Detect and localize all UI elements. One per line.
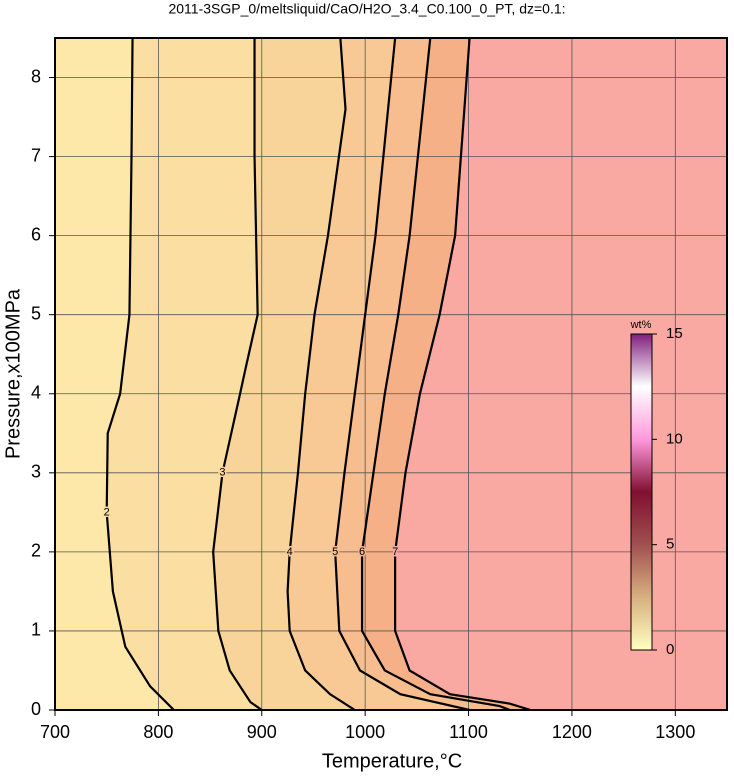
y-axis-label: Pressure,x100MPa (2, 288, 24, 459)
x-tick-label: 800 (143, 722, 173, 742)
colorbar (630, 333, 653, 651)
colorbar-tick-label: 0 (666, 641, 674, 658)
contour-label: 2 (104, 506, 110, 518)
contour-fills (55, 38, 727, 710)
y-tick-label: 1 (31, 620, 41, 640)
y-tick-label: 6 (31, 224, 41, 244)
axes: 700 800 900 1000 1100 1200 1300 0 1 2 3 4 5 6 7 8 (31, 66, 695, 741)
contour-line (360, 38, 511, 710)
contour-line (286, 38, 356, 710)
colorbar-tick-label: 10 (666, 430, 683, 447)
x-tick-label: 1100 (449, 722, 488, 742)
colorbar-tick-label: 15 (666, 325, 683, 342)
contour-label: 3 (219, 467, 225, 479)
colorbar-label: wt% (630, 319, 652, 331)
contour-line (105, 38, 175, 710)
colorbar-tick-label: 5 (666, 536, 674, 553)
y-tick-label: 0 (31, 699, 41, 719)
x-tick-label: 1300 (655, 722, 695, 742)
chart-title: 2011-3SGP_0/meltsliquid/CaO/H2O_3.4_C0.1… (168, 1, 565, 17)
x-tick-label: 900 (247, 722, 277, 742)
y-tick-label: 3 (31, 462, 41, 482)
y-tick-label: 2 (31, 541, 41, 561)
contour-label: 4 (287, 546, 293, 558)
contour-lines: 2 3 4 5 6 7 (102, 38, 531, 710)
y-tick-label: 5 (31, 303, 41, 323)
x-tick-label: 1000 (345, 722, 385, 742)
contour-line (212, 38, 263, 710)
x-axis-label: Temperature,°C (322, 750, 462, 772)
contour-label: 6 (359, 546, 365, 558)
contour-line (334, 38, 470, 710)
x-tick-label: 1200 (552, 722, 592, 742)
y-tick-label: 7 (31, 145, 41, 165)
x-tick-label: 700 (40, 722, 70, 742)
plot-frame (54, 37, 728, 711)
y-tick-label: 8 (31, 66, 41, 86)
y-tick-label: 4 (31, 383, 41, 403)
contour-label: 7 (392, 546, 398, 558)
contour-line (394, 38, 531, 710)
contour-label: 5 (332, 546, 338, 558)
